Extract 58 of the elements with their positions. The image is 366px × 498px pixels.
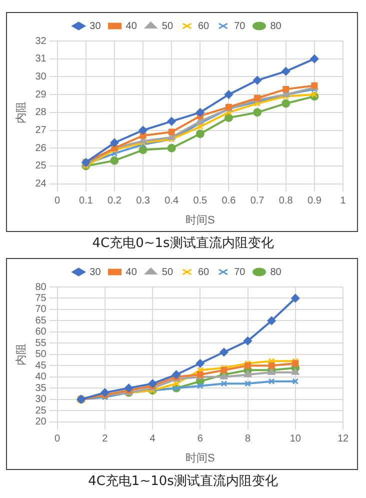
y-tick-label: 50 bbox=[35, 349, 47, 360]
y-tick-label: 40 bbox=[35, 372, 47, 383]
legend-label: 50 bbox=[162, 266, 174, 278]
y-tick-label: 75 bbox=[35, 292, 47, 304]
text: 4C充电1~10s测试直流内阻变化 bbox=[87, 473, 279, 489]
y-tick-label: 31 bbox=[35, 54, 47, 65]
legend-label: 30 bbox=[90, 20, 102, 32]
y-axis-title: 内阻 bbox=[14, 101, 28, 124]
x-tick-label: 4 bbox=[150, 434, 156, 445]
y-tick-label: 32 bbox=[35, 36, 47, 47]
x-tick-label: 1 bbox=[340, 196, 346, 207]
legend-label: 60 bbox=[198, 20, 210, 32]
legend-label: 80 bbox=[270, 20, 282, 32]
legend-label: 60 bbox=[198, 266, 210, 278]
legend-label: 70 bbox=[234, 20, 246, 32]
y-tick-label: 60 bbox=[35, 326, 47, 338]
x-tick-label: 0.4 bbox=[164, 196, 179, 207]
x-tick-label: 0.3 bbox=[136, 196, 150, 207]
y-tick-label: 80 bbox=[35, 282, 47, 293]
legend-label: 30 bbox=[90, 266, 102, 278]
x-tick-label: 2 bbox=[102, 434, 108, 445]
y-tick-label: 30 bbox=[35, 394, 47, 406]
legend-label: 70 bbox=[234, 266, 246, 278]
x-axis-title: 时间S bbox=[185, 451, 215, 464]
y-tick-label: 25 bbox=[35, 160, 47, 172]
y-tick-label: 29 bbox=[35, 89, 47, 100]
y-tick-label: 24 bbox=[35, 178, 47, 190]
y-tick-label: 55 bbox=[35, 338, 47, 349]
y-tick-label: 27 bbox=[35, 125, 47, 136]
x-tick-label: 8 bbox=[244, 434, 251, 445]
y-tick-label: 65 bbox=[35, 315, 47, 326]
x-tick-label: 0.8 bbox=[278, 196, 294, 207]
x-tick-label: 0.7 bbox=[250, 196, 265, 207]
legend-label: 40 bbox=[126, 266, 138, 278]
y-tick-label: 25 bbox=[35, 405, 47, 416]
text: 4C充电0~1s测试直流内阻变化 bbox=[91, 235, 275, 251]
x-tick-label: 12 bbox=[337, 434, 349, 445]
y-tick-label: 28 bbox=[35, 107, 47, 118]
legend-label: 80 bbox=[270, 266, 282, 278]
x-tick-label: 0.2 bbox=[108, 196, 122, 207]
y-tick-label: 30 bbox=[35, 71, 47, 82]
legend-label: 50 bbox=[162, 20, 174, 32]
x-tick-label: 0.9 bbox=[307, 196, 322, 207]
y-tick-label: 26 bbox=[35, 142, 47, 154]
y-tick-label: 70 bbox=[35, 304, 47, 316]
y-axis-title: 内阻 bbox=[14, 343, 28, 366]
x-tick-label: 0 bbox=[54, 434, 61, 445]
x-tick-label: 6 bbox=[197, 434, 204, 445]
y-tick-label: 20 bbox=[35, 416, 47, 428]
x-tick-label: 10 bbox=[290, 434, 302, 445]
x-tick-label: 0.6 bbox=[222, 196, 236, 207]
x-tick-label: 0.5 bbox=[193, 196, 208, 207]
x-tick-label: 0.1 bbox=[78, 196, 94, 207]
y-tick-label: 35 bbox=[35, 382, 47, 394]
x-tick-label: 0 bbox=[54, 196, 61, 207]
legend-label: 40 bbox=[126, 20, 138, 32]
x-axis-title: 时间S bbox=[185, 213, 215, 226]
y-tick-label: 45 bbox=[35, 360, 47, 372]
